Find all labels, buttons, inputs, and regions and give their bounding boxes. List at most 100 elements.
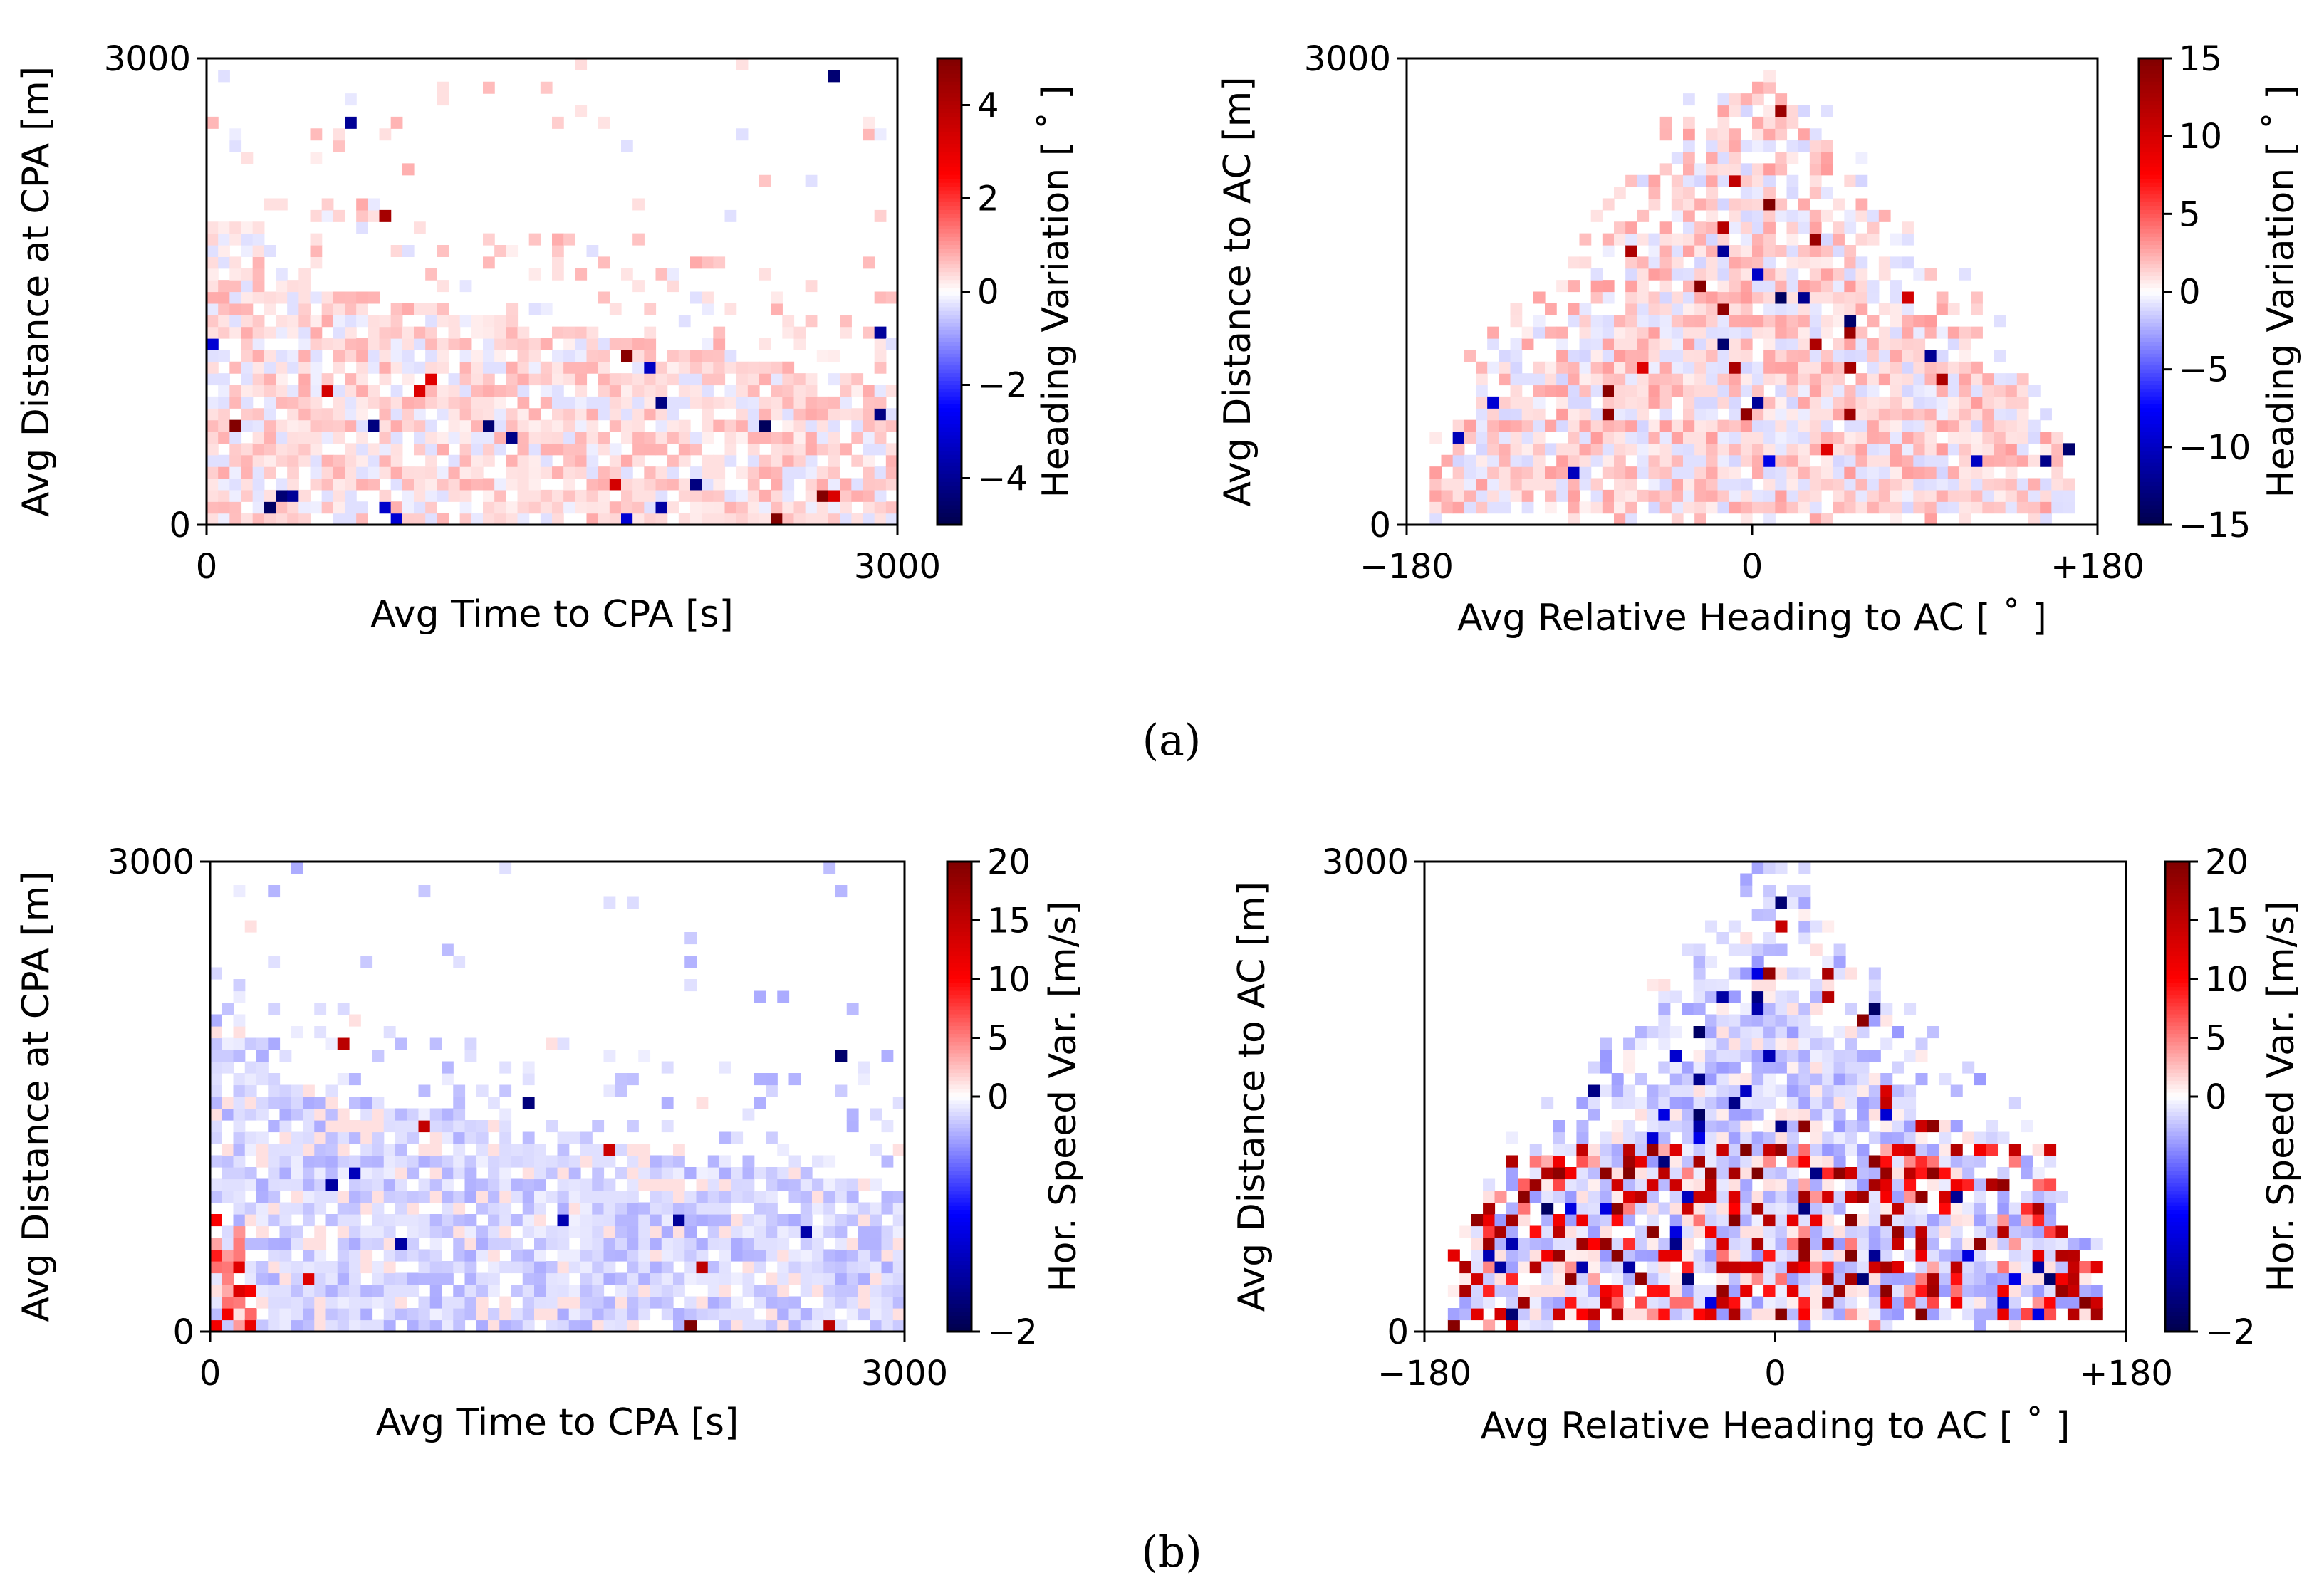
heatmap-cell xyxy=(881,1308,894,1321)
heatmap-cell xyxy=(1447,1249,1460,1262)
heatmap-cell xyxy=(1683,233,1695,246)
heatmap-cell xyxy=(673,1249,685,1262)
heatmap-cell xyxy=(592,1167,605,1180)
heatmap-cell xyxy=(575,373,588,386)
heatmap-cell xyxy=(1588,1272,1600,1285)
heatmap-cell xyxy=(298,373,311,386)
heatmap-cell xyxy=(621,396,633,409)
heatmap-cell xyxy=(1913,361,1926,374)
heatmap-cell xyxy=(325,1155,338,1168)
heatmap-cell xyxy=(333,291,345,304)
heatmap-cell xyxy=(1611,1155,1624,1168)
heatmap-cell xyxy=(390,245,403,257)
heatmap-cell xyxy=(1706,338,1719,350)
heatmap-cell xyxy=(1833,454,1845,467)
heatmap-cell xyxy=(1822,1285,1835,1297)
colorbar-segment xyxy=(947,893,971,898)
heatmap-cell xyxy=(1588,1097,1600,1109)
heatmap-cell xyxy=(279,1144,292,1156)
heatmap-cell xyxy=(345,419,357,432)
heatmap-cell xyxy=(644,489,657,502)
heatmap-cell xyxy=(314,1225,327,1238)
heatmap-cell xyxy=(360,1238,373,1250)
heatmap-cell xyxy=(360,1131,373,1144)
heatmap-cell xyxy=(2055,1191,2068,1203)
heatmap-cell xyxy=(1669,1178,1682,1191)
heatmap-cell xyxy=(1786,466,1799,479)
colorbar-segment xyxy=(947,1245,971,1250)
heatmap-cell xyxy=(1716,1296,1729,1309)
heatmap-cell xyxy=(1729,174,1741,187)
heatmap-cell xyxy=(1506,1261,1518,1274)
heatmap-cell xyxy=(609,501,622,514)
heatmap-cell xyxy=(1962,1249,1975,1262)
heatmap-cell xyxy=(812,1261,824,1274)
heatmap-cell xyxy=(1658,1178,1671,1191)
heatmap-cell xyxy=(788,1073,801,1086)
heatmap-cell xyxy=(1533,361,1546,374)
colorbar-segment xyxy=(947,1050,971,1055)
colorbar-label: Heading Variation [ ˚ ] xyxy=(1035,85,1078,498)
heatmap-cell xyxy=(1959,489,1971,502)
heatmap-cell xyxy=(464,1261,477,1274)
heatmap-cell xyxy=(1602,443,1615,456)
heatmap-cell xyxy=(1693,1285,1706,1297)
heatmap-cell xyxy=(661,1285,674,1297)
heatmap-cell xyxy=(870,1249,882,1262)
heatmap-cell xyxy=(1635,1131,1647,1144)
heatmap-cell xyxy=(1683,454,1695,467)
heatmap-cell xyxy=(1821,233,1833,246)
heatmap-cell xyxy=(488,1225,500,1238)
heatmap-cell xyxy=(828,419,840,432)
heatmap-cell xyxy=(459,350,472,362)
colorbar-segment xyxy=(2165,990,2189,995)
heatmap-cell xyxy=(661,1155,674,1168)
heatmap-cell xyxy=(1590,280,1603,293)
heatmap-cell xyxy=(615,1319,627,1332)
heatmap-cell xyxy=(1880,1003,1893,1015)
heatmap-cell xyxy=(1541,1261,1554,1274)
heatmap-cell xyxy=(557,1285,570,1297)
heatmap-cell xyxy=(1510,361,1523,374)
heatmap-cell xyxy=(1751,1167,1764,1180)
heatmap-cell xyxy=(673,1191,685,1203)
heatmap-cell xyxy=(207,501,219,514)
colorbar-segment xyxy=(937,513,962,518)
heatmap-cell xyxy=(1971,303,1983,315)
heatmap-cell xyxy=(1833,432,1845,444)
heatmap-cell xyxy=(337,1144,350,1156)
colorbar-segment xyxy=(2165,1257,2189,1262)
colorbar-segment xyxy=(937,315,962,320)
colorbar-segment xyxy=(937,416,962,421)
heatmap-cell xyxy=(1648,187,1661,199)
heatmap-cell xyxy=(325,1214,338,1227)
heatmap-cell xyxy=(1763,116,1776,129)
heatmap-cell xyxy=(287,326,299,339)
heatmap-cell xyxy=(1880,1261,1893,1274)
colorbar-segment xyxy=(937,427,962,432)
heatmap-cell xyxy=(1740,256,1753,269)
heatmap-cell xyxy=(395,1131,407,1144)
heatmap-cell xyxy=(835,1296,848,1309)
heatmap-cell xyxy=(580,1296,593,1309)
heatmap-cell xyxy=(707,1308,720,1321)
heatmap-cell xyxy=(1623,1308,1636,1321)
heatmap-cell xyxy=(638,1272,651,1285)
heatmap-cell xyxy=(310,291,323,304)
colorbar-segment xyxy=(947,1151,971,1156)
heatmap-cell xyxy=(1902,478,1914,491)
heatmap-cell xyxy=(453,1308,466,1321)
colorbar-segment xyxy=(2139,419,2163,424)
heatmap-cell xyxy=(1683,489,1695,502)
heatmap-cell xyxy=(303,1261,315,1274)
heatmap-cell xyxy=(1683,152,1695,164)
colorbar-segment xyxy=(2139,108,2163,114)
heatmap-cell xyxy=(1821,513,1833,525)
heatmap-cell xyxy=(1974,1073,1986,1086)
heatmap-cell xyxy=(874,350,887,362)
heatmap-cell xyxy=(1786,1191,1799,1203)
heatmap-cell xyxy=(1693,956,1706,968)
heatmap-cell xyxy=(1775,1037,1788,1050)
heatmap-cell xyxy=(1646,1225,1659,1238)
heatmap-cell xyxy=(1683,350,1695,362)
